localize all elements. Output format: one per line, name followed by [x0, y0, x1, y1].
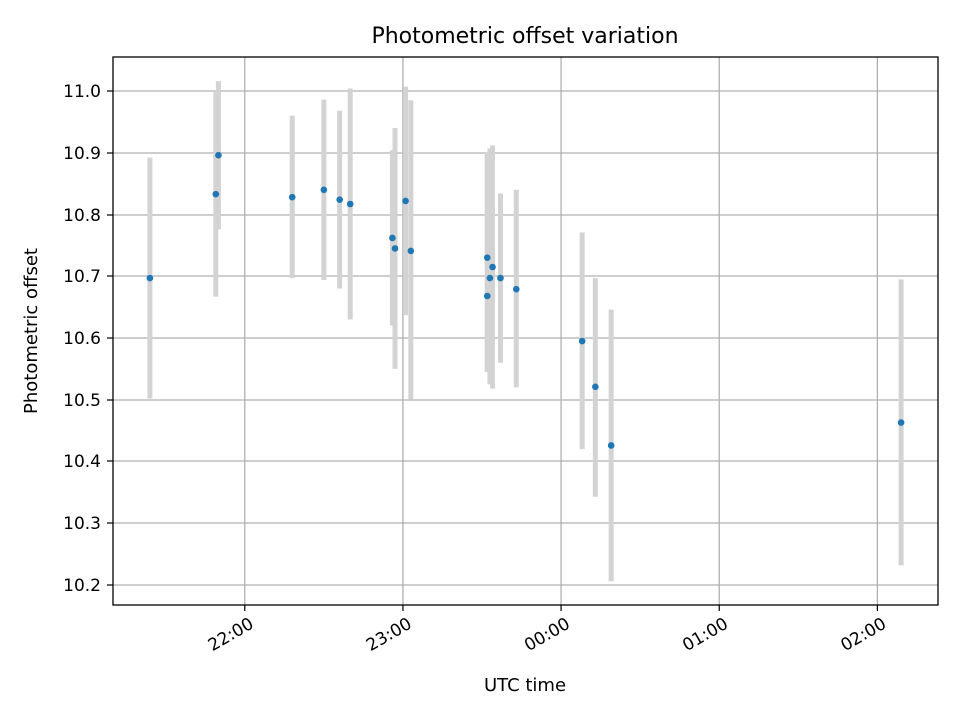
data-point — [215, 151, 222, 159]
data-points — [146, 151, 905, 449]
x-tick-label: 23:00 — [363, 614, 415, 656]
x-tick-label: 00:00 — [521, 614, 573, 656]
data-point — [346, 200, 354, 208]
data-point — [483, 254, 491, 262]
data-point — [407, 247, 415, 255]
data-point — [336, 196, 343, 203]
chart-title: Photometric offset variation — [371, 24, 678, 49]
data-point — [320, 186, 328, 194]
data-point — [497, 274, 504, 282]
x-tick-label: 22:00 — [205, 614, 257, 656]
data-point — [146, 274, 154, 282]
y-tick-label: 10.4 — [63, 452, 101, 472]
plot-frame — [112, 56, 939, 606]
axis-ticks: 10.2 10.3 10.4 10.5 10.6 10.7 10.8 10.9 11.0 22:0… — [63, 82, 890, 656]
y-tick-label: 10.3 — [63, 514, 101, 534]
data-point — [512, 285, 520, 293]
y-axis-label: Photometric offset — [21, 248, 42, 414]
y-tick-label: 10.8 — [63, 206, 101, 226]
x-tick-label: 02:00 — [837, 614, 889, 656]
x-axis-label: UTC time — [484, 675, 566, 696]
data-point — [212, 190, 220, 198]
data-point — [402, 197, 409, 205]
data-point — [486, 274, 494, 282]
data-point — [483, 292, 491, 300]
y-tick-label: 11.0 — [63, 82, 101, 102]
data-point — [389, 234, 396, 242]
data-point — [592, 383, 599, 391]
data-point — [607, 442, 615, 449]
data-point — [897, 419, 905, 426]
y-tick-label: 10.6 — [63, 329, 101, 349]
data-point — [391, 245, 399, 252]
y-tick-label: 10.5 — [63, 391, 101, 411]
data-point — [578, 337, 586, 345]
y-tick-label: 10.9 — [63, 144, 101, 164]
y-tick-label: 10.2 — [63, 576, 101, 596]
data-point — [288, 193, 296, 201]
grid — [113, 57, 938, 605]
data-point — [489, 263, 496, 271]
error-bars — [147, 81, 904, 582]
x-tick-label: 01:00 — [679, 614, 731, 656]
y-tick-label: 10.7 — [63, 267, 101, 287]
